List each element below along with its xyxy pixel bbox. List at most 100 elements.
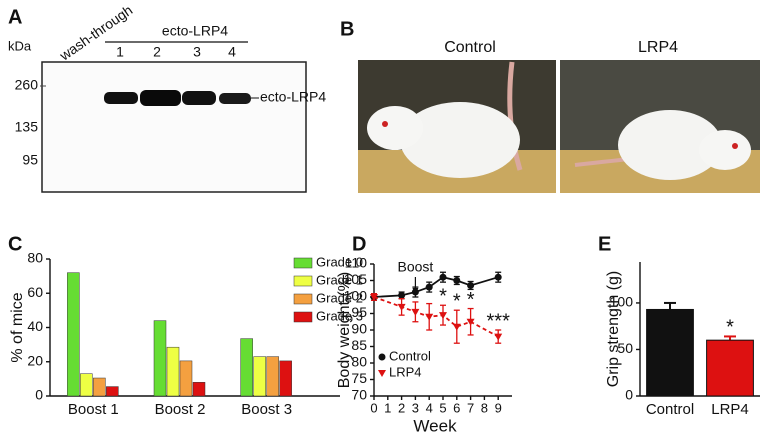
bar [240, 338, 253, 397]
point [494, 273, 502, 281]
lane-group: ecto-LRP4 [162, 23, 228, 39]
x-tick-label: 2 [398, 400, 405, 415]
point [397, 303, 406, 311]
bar [67, 272, 80, 397]
x-tick-label: LRP4 [711, 401, 749, 418]
legend-label: Grade 0 [316, 254, 363, 269]
legend-marker [378, 353, 386, 361]
y-tick-label: 60 [27, 284, 43, 300]
legend-label: Grade 1 [316, 272, 363, 287]
bar [192, 382, 206, 397]
unit-label: kDa [8, 38, 32, 53]
y-tick-label: 75 [351, 370, 367, 386]
bar [153, 320, 167, 397]
x-tick-label: Boost 1 [68, 401, 119, 418]
marker-label: 135 [15, 119, 39, 135]
point [439, 312, 447, 320]
y-tick-label: 80 [27, 250, 43, 266]
y-tick-label: 40 [27, 318, 43, 334]
band [140, 90, 181, 106]
bar [253, 356, 266, 397]
x-tick-label: 4 [426, 400, 433, 415]
point [425, 313, 434, 321]
legend-marker [378, 370, 386, 377]
legend-swatch [293, 311, 313, 323]
x-tick-label: Control [646, 401, 694, 418]
band [104, 92, 138, 104]
y-tick-label: 0 [35, 387, 43, 403]
point [439, 273, 447, 281]
lane-label: 4 [228, 44, 236, 60]
y-tick-label: 50 [617, 340, 633, 356]
arrow-head [412, 288, 419, 294]
panel-label: A [8, 6, 22, 28]
x-tick-label: 0 [370, 400, 377, 415]
band [182, 91, 216, 105]
x-tick-label: 7 [467, 400, 474, 415]
point [370, 294, 378, 301]
legend-label: LRP4 [389, 364, 422, 379]
photo [560, 60, 760, 193]
legend-swatch [293, 293, 313, 305]
legend-label: Grade 2 [316, 290, 363, 305]
bar [179, 360, 193, 397]
point [453, 277, 461, 284]
point [494, 333, 503, 341]
marker-label: 260 [15, 77, 39, 93]
bar [106, 386, 119, 397]
point [466, 318, 475, 326]
line [373, 296, 499, 338]
x-tick-label: 1 [384, 400, 391, 415]
x-tick-label: 3 [412, 400, 419, 415]
panel-label: B [340, 18, 354, 40]
y-tick-label: 105 [344, 271, 368, 287]
annotation: * [467, 289, 475, 311]
annotation: *** [487, 310, 511, 332]
x-tick-label: 6 [453, 400, 460, 415]
point [411, 308, 420, 316]
y-axis-label: Grip strength (g) [605, 271, 622, 387]
bar [646, 308, 694, 397]
bar [80, 373, 93, 397]
point [467, 281, 475, 289]
y-tick-label: 90 [351, 321, 367, 337]
x-tick-label: 9 [495, 400, 502, 415]
bar [266, 356, 279, 397]
lane-label: 1 [116, 44, 124, 60]
point [425, 283, 433, 291]
lane-label: 3 [193, 44, 201, 60]
photo-title: Control [444, 39, 496, 56]
y-axis-label: % of mice [9, 292, 26, 362]
photo-title: LRP4 [638, 39, 678, 56]
bar [166, 346, 180, 397]
photo [358, 60, 556, 193]
y-tick-label: 20 [27, 352, 43, 368]
panel-label: C [8, 233, 22, 255]
bar [706, 339, 754, 397]
y-tick-label: 80 [351, 354, 367, 370]
band [219, 93, 251, 104]
y-tick-label: 100 [610, 294, 634, 310]
y-tick-label: 100 [344, 288, 368, 304]
lane-label: 2 [153, 44, 161, 60]
panel-label: E [598, 233, 611, 255]
line [373, 276, 499, 298]
legend-label: Control [389, 348, 431, 363]
annotation: * [453, 290, 461, 312]
marker-label: 95 [22, 152, 38, 168]
y-tick-label: 85 [351, 337, 367, 353]
band-label: ecto-LRP4 [260, 89, 326, 105]
point [452, 323, 461, 331]
y-tick-label: 95 [351, 304, 367, 320]
bar [279, 360, 292, 397]
x-tick-label: Boost 3 [241, 401, 292, 418]
y-tick-label: 0 [625, 387, 633, 403]
y-axis-label: Body weight (%) [336, 272, 353, 389]
x-axis-label: Week [413, 416, 457, 435]
x-tick-label: Boost 2 [155, 401, 206, 418]
legend-swatch [293, 257, 313, 269]
point [398, 291, 406, 299]
annotation: * [726, 317, 734, 339]
bar [93, 377, 106, 397]
